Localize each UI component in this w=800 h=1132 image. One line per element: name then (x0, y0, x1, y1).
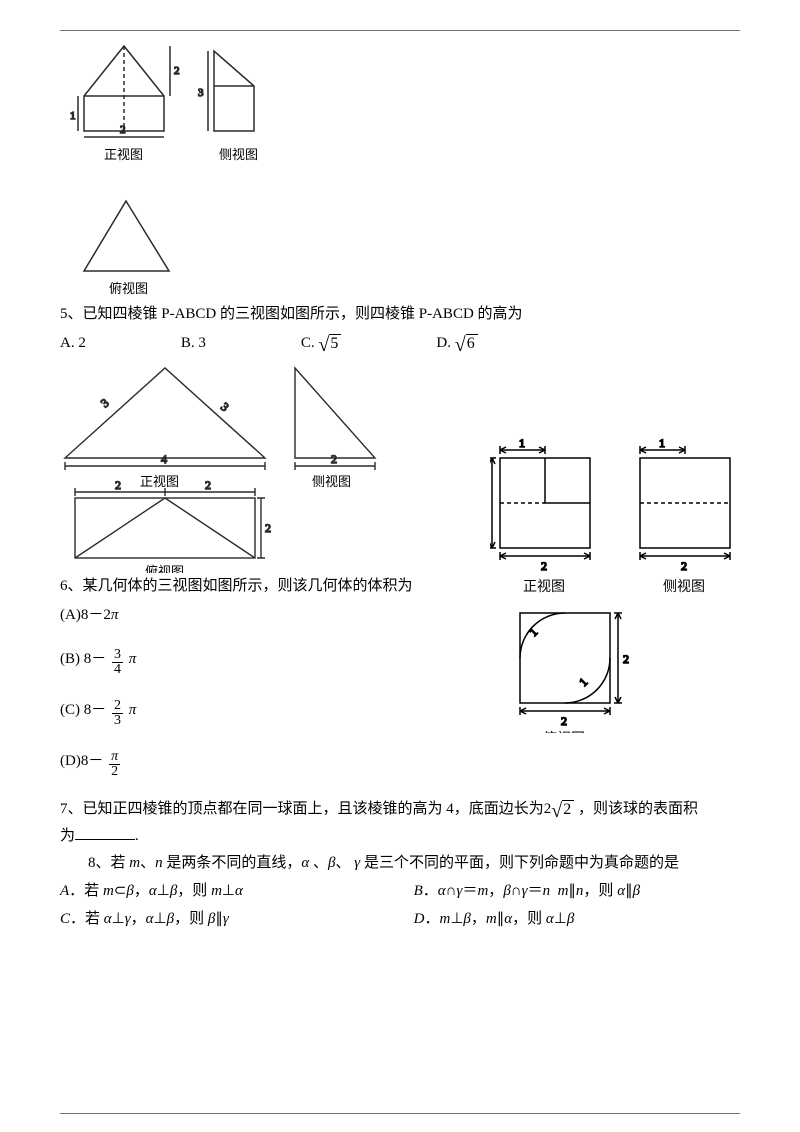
svg-text:1: 1 (519, 436, 525, 450)
sqrt2-icon: √2 (551, 801, 574, 821)
q7: 7、已知正四棱锥的顶点都在同一球面上，且该棱锥的高为 4，底面边长为2√2 ，则… (60, 796, 740, 850)
q5-opt-d: D. √6 (436, 330, 477, 357)
svg-text:2: 2 (120, 124, 126, 136)
svg-text:2: 2 (265, 521, 271, 535)
pre-figure-svg: 1 2 2 正视图 3 侧视图 俯视图 (64, 41, 284, 301)
q5-options: A. 2 B. 3 C. √5 D. √6 (60, 330, 740, 357)
q6-front-label: 正视图 (523, 579, 565, 595)
side-label: 侧视图 (219, 147, 258, 162)
q8-text: 8、若 m、n 是两条不同的直线，α 、β、 γ 是三个不同的平面，则下列命题中… (60, 850, 740, 877)
q6-fig-svg: 1 2 2 正视图 1 2 (490, 433, 750, 733)
svg-text:1: 1 (659, 436, 665, 450)
q5-side-label: 侧视图 (312, 474, 351, 489)
top-rule (60, 30, 740, 31)
q5-front-label: 正视图 (140, 474, 179, 489)
svg-text:2: 2 (205, 478, 211, 492)
q5-figure-svg: 3 3 4 正视图 2 侧视图 2 2 2 (60, 363, 390, 573)
fraction-icon: 2 3 (112, 699, 123, 728)
fraction-icon: π 2 (109, 750, 120, 779)
q5-opt-a: A. 2 (60, 330, 86, 357)
svg-text:4: 4 (161, 452, 167, 466)
figure-pre-q5: 1 2 2 正视图 3 侧视图 俯视图 (64, 41, 740, 301)
sqrt5-icon: √5 (318, 335, 341, 355)
q5-opt-b: B. 3 (181, 330, 206, 357)
svg-text:3: 3 (218, 400, 232, 415)
svg-text:2: 2 (541, 559, 547, 573)
q6-top-label: 俯视图 (543, 731, 585, 733)
q5-opt-c: C. √5 (301, 330, 342, 357)
front-label: 正视图 (104, 147, 143, 162)
q6-opt-d: (D)8－ π 2 (60, 747, 740, 776)
svg-text:2: 2 (174, 65, 180, 77)
svg-text:3: 3 (198, 87, 204, 99)
fill-blank[interactable] (75, 824, 135, 840)
sqrt6-icon: √6 (455, 335, 478, 355)
q8-row2: C．若 α⊥γ，α⊥β，则 β∥γ D．m⊥β，m∥α，则 α⊥β (60, 906, 740, 933)
pi-icon: π (111, 607, 119, 623)
svg-text:3: 3 (98, 396, 112, 411)
q6-right-figure: 1 2 2 正视图 1 2 (490, 433, 750, 733)
q6-side-label: 侧视图 (663, 579, 705, 595)
svg-text:2: 2 (623, 652, 629, 666)
fraction-icon: 3 4 (112, 648, 123, 677)
q8-opt-a: A．若 m⊂β，α⊥β，则 m⊥α (60, 878, 386, 905)
bottom-rule (60, 1113, 740, 1114)
svg-text:2: 2 (115, 478, 121, 492)
svg-text:2: 2 (681, 559, 687, 573)
q8-row1: A．若 m⊂β，α⊥β，则 m⊥α B．α∩γ＝m，β∩γ＝n m∥n，则 α∥… (60, 878, 740, 905)
q8-opt-d: D．m⊥β，m∥α，则 α⊥β (414, 906, 740, 933)
svg-text:2: 2 (561, 714, 567, 728)
q8-opt-c: C．若 α⊥γ，α⊥β，则 β∥γ (60, 906, 386, 933)
svg-text:2: 2 (331, 452, 337, 466)
q8-opt-b: B．α∩γ＝m，β∩γ＝n m∥n，则 α∥β (414, 878, 740, 905)
svg-text:1: 1 (70, 110, 76, 122)
top-label: 俯视图 (109, 281, 148, 296)
svg-text:1: 1 (576, 675, 590, 689)
q5-top-label: 俯视图 (145, 564, 184, 573)
q5-text: 5、已知四棱锥 P-ABCD 的三视图如图所示，则四棱锥 P-ABCD 的高为 (60, 301, 740, 328)
